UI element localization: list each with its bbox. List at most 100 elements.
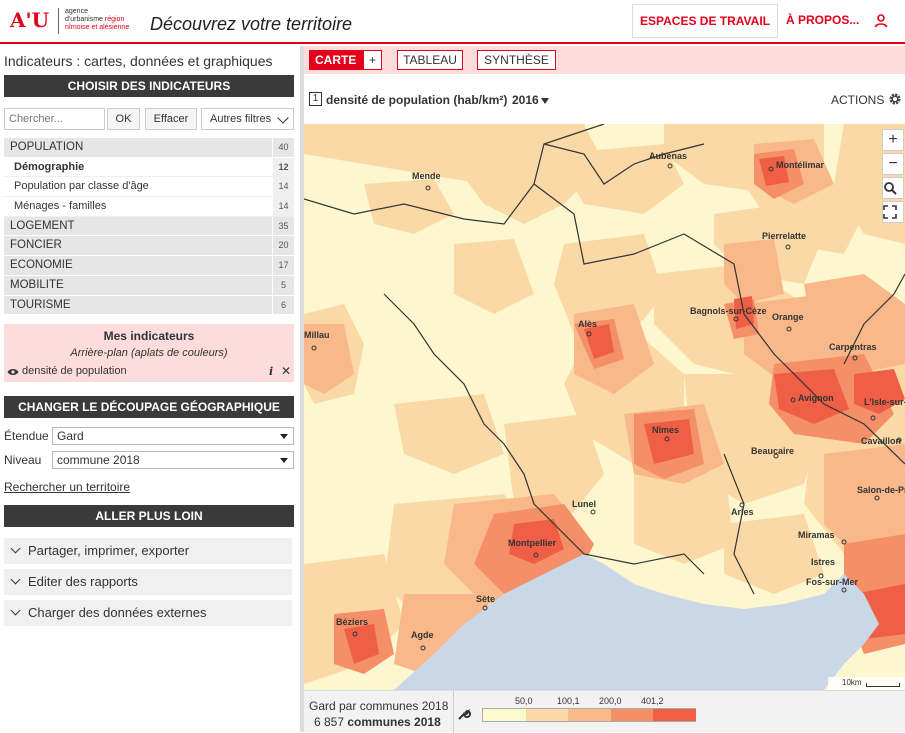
category-economie[interactable]: ECONOMIE 17	[4, 256, 294, 276]
tab-synthese[interactable]: SYNTHÈSE	[477, 50, 556, 70]
place-label: Orange	[772, 312, 804, 322]
fullscreen-icon	[883, 205, 897, 219]
search-input[interactable]	[4, 108, 105, 130]
add-map-button[interactable]: +	[363, 50, 382, 70]
legend-territory: Gard par communes 2018	[309, 699, 449, 713]
place-label: Istres	[811, 557, 835, 567]
category-label: TOURISME	[10, 298, 71, 311]
go-further-header[interactable]: ALLER PLUS LOIN	[4, 505, 294, 527]
app-title: Découvrez votre territoire	[150, 14, 353, 34]
user-icon[interactable]	[874, 14, 888, 28]
category-count: 14	[272, 177, 294, 197]
subcategory-menages[interactable]: Ménages - familles 14	[4, 197, 294, 217]
panel-splitter[interactable]	[300, 46, 304, 732]
legend-count: 6 857 communes 2018	[314, 715, 441, 729]
search-ok-button[interactable]: OK	[107, 108, 140, 130]
espaces-de-travail-button[interactable]: ESPACES DE TRAVAIL	[632, 4, 778, 38]
place-label: Cavaillon	[861, 436, 901, 446]
clear-button[interactable]: Effacer	[145, 108, 197, 130]
close-icon[interactable]: ✕	[281, 364, 292, 378]
legend-class-2	[525, 709, 569, 721]
category-label: POPULATION	[10, 141, 84, 153]
legend-count-unit: communes 2018	[347, 715, 441, 729]
extent-value: Gard	[57, 429, 84, 443]
legend-divider	[453, 691, 454, 733]
place-label: Pierrelatte	[762, 231, 806, 241]
scale-line	[866, 683, 900, 687]
category-count: 5	[272, 275, 294, 295]
category-list: POPULATION 40 Démographie 12 Population …	[4, 138, 294, 316]
sea	[394, 554, 879, 690]
year-selector[interactable]: 2016	[512, 93, 549, 107]
eye-icon[interactable]	[7, 368, 19, 376]
legend-class-1	[483, 709, 526, 721]
level-select[interactable]: commune 2018	[52, 451, 294, 469]
actions-menu[interactable]: ACTIONS	[831, 93, 885, 107]
tab-carte[interactable]: CARTE	[309, 50, 363, 70]
subcategory-demographie[interactable]: Démographie 12	[4, 157, 294, 178]
category-foncier[interactable]: FONCIER 20	[4, 236, 294, 257]
a-propos-button[interactable]: À PROPOS...	[786, 13, 860, 27]
geo-division-header[interactable]: CHANGER LE DÉCOUPAGE GÉOGRAPHIQUE	[4, 396, 294, 418]
tab-tableau[interactable]: TABLEAU	[397, 50, 463, 70]
edit-reports-accordion[interactable]: Editer des rapports	[4, 569, 292, 595]
choropleth-map[interactable]: Aubenas Montélimar Mende Pierrelatte Bag…	[304, 124, 905, 690]
fullscreen-button[interactable]	[882, 201, 904, 223]
level-label: Niveau	[4, 453, 42, 467]
choose-indicators-header[interactable]: CHOISIR DES INDICATEURS	[4, 75, 294, 97]
logo-text: agence d'urbanisme région nîmoise et alé…	[65, 8, 145, 32]
legend-class-4	[610, 709, 654, 721]
my-indicators-subtitle: Arrière-plan (aplats de couleurs)	[70, 347, 228, 359]
legend-footer: Gard par communes 2018 6 857 communes 20…	[304, 690, 905, 733]
legend-break: 200,0	[599, 696, 622, 706]
indicator-bar: 1 densité de population (hab/km²) 2016 A…	[304, 86, 905, 114]
category-tourisme[interactable]: TOURISME 6	[4, 295, 294, 316]
category-label: LOGEMENT	[10, 219, 75, 232]
logo-line-1: agence	[65, 8, 88, 15]
category-count: 12	[272, 157, 294, 177]
year-value: 2016	[512, 93, 539, 107]
place-label: Bagnols-sur-Cèze	[690, 306, 767, 316]
info-icon[interactable]: i	[269, 365, 274, 378]
chevron-down-icon	[10, 574, 21, 585]
my-indicators-box: Mes indicateurs Arrière-plan (aplats de …	[4, 324, 294, 382]
category-count: 17	[272, 256, 294, 275]
category-label: MOBILITE	[10, 278, 64, 291]
place-label: Montélimar	[776, 160, 825, 170]
logo-line-2-red: région	[104, 16, 125, 23]
indicator-number: 1	[309, 92, 322, 106]
category-logement[interactable]: LOGEMENT 35	[4, 216, 294, 237]
extent-select[interactable]: Gard	[52, 427, 294, 445]
category-count: 35	[272, 216, 294, 236]
gear-icon[interactable]	[888, 92, 902, 106]
load-external-data-accordion[interactable]: Charger des données externes	[4, 600, 292, 626]
legend-color-scale[interactable]	[482, 708, 696, 722]
wrench-icon[interactable]	[457, 707, 471, 721]
search-button[interactable]	[882, 177, 904, 199]
share-print-export-accordion[interactable]: Partager, imprimer, exporter	[4, 538, 292, 564]
place-label: Agde	[411, 630, 434, 640]
indicator-label[interactable]: densité de population (hab/km²)	[326, 93, 508, 107]
place-labels: Aubenas Montélimar Mende Pierrelatte Bag…	[304, 151, 905, 651]
category-label: Démographie	[14, 160, 85, 173]
chevron-down-icon	[10, 543, 21, 554]
search-territory-link[interactable]: Rechercher un territoire	[4, 480, 131, 494]
zoom-in-button[interactable]: +	[882, 129, 904, 151]
place-label: Fos-sur-Mer	[806, 577, 859, 587]
category-label: FONCIER	[10, 239, 62, 252]
legend-break: 50,0	[515, 696, 533, 706]
app-header: A'U agence d'urbanisme région nîmoise et…	[0, 0, 905, 44]
other-filters-dropdown[interactable]: Autres filtres	[201, 108, 294, 130]
my-indicator-item[interactable]: densité de population i ✕	[4, 364, 294, 381]
place-label: Avignon	[798, 393, 834, 403]
subcategory-population-age[interactable]: Population par classe d'âge 14	[4, 177, 294, 198]
zoom-out-button[interactable]: −	[882, 153, 904, 175]
my-indicators-title: Mes indicateurs	[103, 329, 195, 343]
view-tabs: CARTE + TABLEAU SYNTHÈSE	[304, 46, 905, 74]
category-population[interactable]: POPULATION 40	[4, 138, 294, 158]
category-mobilite[interactable]: MOBILITE 5	[4, 275, 294, 296]
aurn-logo[interactable]: A'U agence d'urbanisme région nîmoise et…	[10, 6, 150, 38]
place-label: Millau	[304, 330, 330, 340]
legend-break: 100,1	[557, 696, 580, 706]
place-label: Sète	[476, 594, 495, 604]
